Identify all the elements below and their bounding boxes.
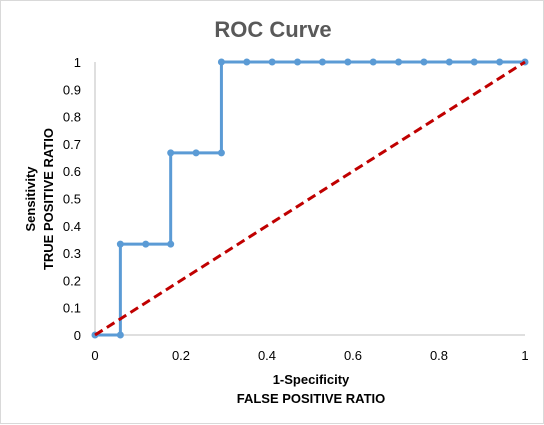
x-tick-label: 0 xyxy=(91,348,98,363)
roc-point xyxy=(192,149,200,157)
x-axis-title: 1-Specificity xyxy=(273,372,350,387)
y-tick-label: 1 xyxy=(74,55,81,70)
y-tick-labels: 0 0.1 0.2 0.3 0.4 0.5 0.6 0.7 0.8 0.9 1 xyxy=(63,55,81,343)
roc-point xyxy=(420,58,428,66)
x-tick-label: 0.2 xyxy=(172,348,190,363)
y-tick-label: 0.2 xyxy=(63,273,81,288)
roc-point xyxy=(395,58,403,66)
y-tick-label: 0.1 xyxy=(63,301,81,316)
y-axis-title: Sensitivity xyxy=(23,166,38,232)
y-tick-label: 0.9 xyxy=(63,82,81,97)
roc-point xyxy=(217,149,225,157)
y-tick-label: 0.5 xyxy=(63,192,81,207)
roc-point xyxy=(294,58,302,66)
y-tick-label: 0 xyxy=(74,328,81,343)
roc-point xyxy=(344,58,352,66)
roc-point xyxy=(445,58,453,66)
roc-point xyxy=(496,58,504,66)
roc-point xyxy=(369,58,377,66)
x-tick-labels: 0 0.2 0.4 0.6 0.8 1 xyxy=(91,348,528,363)
x-tick-label: 0.6 xyxy=(344,348,362,363)
roc-point xyxy=(142,240,150,248)
series-layer xyxy=(91,58,529,339)
roc-point xyxy=(167,149,175,157)
roc-point xyxy=(318,58,326,66)
roc-point xyxy=(116,331,124,339)
roc-point xyxy=(243,58,251,66)
x-tick-label: 0.4 xyxy=(258,348,276,363)
roc-point xyxy=(167,240,175,248)
x-tick-label: 1 xyxy=(521,348,528,363)
y-tick-label: 0.3 xyxy=(63,246,81,261)
y-axis-subtitle: TRUE POSITIVE RATIO xyxy=(41,128,56,270)
y-tick-label: 0.6 xyxy=(63,164,81,179)
roc-point xyxy=(116,240,124,248)
x-tick-label: 0.8 xyxy=(430,348,448,363)
roc-point xyxy=(217,58,225,66)
roc-point xyxy=(470,58,478,66)
y-tick-label: 0.8 xyxy=(63,110,81,125)
reference-diagonal-line xyxy=(94,60,526,337)
y-tick-label: 0.7 xyxy=(63,137,81,152)
chart-title: ROC Curve xyxy=(214,17,331,42)
y-tick-label: 0.4 xyxy=(63,219,81,234)
x-axis-subtitle: FALSE POSITIVE RATIO xyxy=(237,391,386,406)
axes xyxy=(94,62,525,336)
roc-point xyxy=(268,58,276,66)
